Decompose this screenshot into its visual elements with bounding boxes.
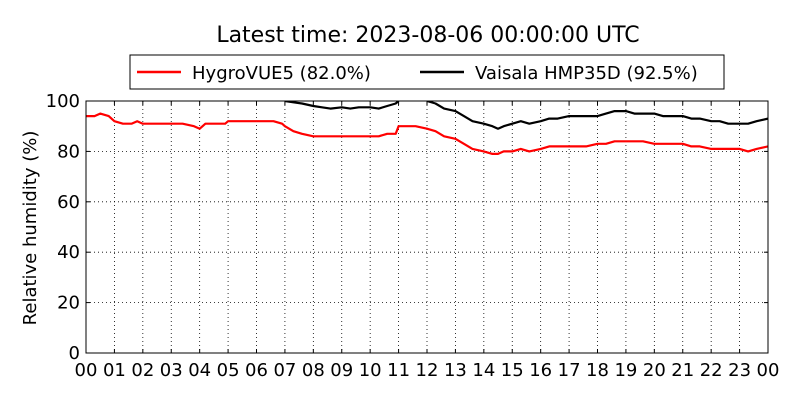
x-tick-label: 23: [728, 360, 751, 381]
x-tick-label: 09: [330, 360, 353, 381]
y-tick-label: 80: [57, 141, 80, 162]
x-tick-label: 02: [131, 360, 154, 381]
x-tick-label: 18: [586, 360, 609, 381]
legend-label-hygrovue5: HygroVUE5 (82.0%): [192, 63, 371, 84]
series-layer: [86, 101, 768, 155]
plot-frame: [85, 100, 769, 354]
x-tick-label: 22: [700, 360, 723, 381]
y-tick-label: 20: [57, 293, 80, 314]
legend-label-vaisala: Vaisala HMP35D (92.5%): [475, 63, 698, 84]
x-tick-label: 06: [245, 360, 268, 381]
x-tick-labels: 00 01 02 03 04 05 06 07 08 09 10 11 12 13 14 15 16 17 18 19…: [75, 360, 780, 381]
x-tick-label: 03: [160, 360, 183, 381]
x-tick-label: 20: [643, 360, 666, 381]
series-line-hygrovue5: [86, 112, 768, 155]
x-tick-label: 00: [75, 360, 98, 381]
x-tick-label: 12: [416, 360, 439, 381]
y-tick-label: 40: [57, 242, 80, 263]
legend: HygroVUE5 (82.0%) Vaisala HMP35D (92.5%): [129, 54, 725, 90]
x-tick-label: 05: [217, 360, 240, 381]
x-tick-label: 11: [387, 360, 410, 381]
x-tick-label: 17: [558, 360, 581, 381]
x-tick-label: 15: [501, 360, 524, 381]
x-tick-label: 19: [614, 360, 637, 381]
y-tick-labels: 0 20 40 60 80 100: [46, 91, 80, 364]
x-tick-label: 14: [472, 360, 495, 381]
y-tick-label: 60: [57, 192, 80, 213]
series-line-vaisala: [284, 101, 768, 130]
x-tick-label: 13: [444, 360, 467, 381]
x-tick-label: 07: [273, 360, 296, 381]
x-tick-label: 00: [757, 360, 780, 381]
y-tick-label: 0: [69, 343, 80, 364]
y-tick-label: 100: [46, 91, 80, 112]
y-axis-label: Relative humidity (%): [20, 131, 41, 326]
x-tick-label: 10: [359, 360, 382, 381]
x-tick-label: 08: [302, 360, 325, 381]
x-tick-label: 04: [188, 360, 211, 381]
x-tick-label: 16: [529, 360, 552, 381]
x-tick-label: 21: [671, 360, 694, 381]
chart-title: Latest time: 2023-08-06 00:00:00 UTC: [216, 23, 639, 48]
x-tick-label: 01: [103, 360, 126, 381]
gridlines: [85, 100, 769, 354]
